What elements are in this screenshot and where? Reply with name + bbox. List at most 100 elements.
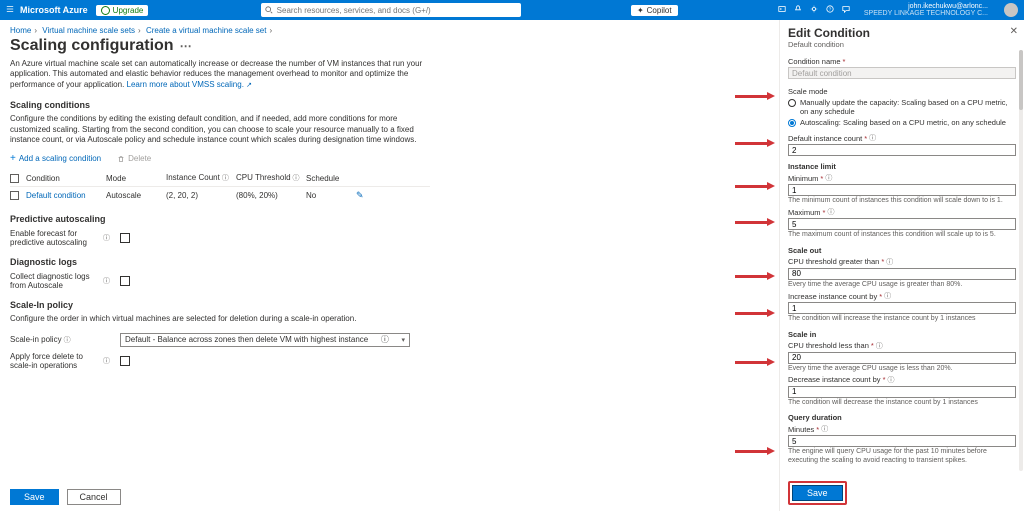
cpu-gt-label: CPU threshold greater than * ⓘ [788, 257, 1016, 267]
row-schedule: No [306, 191, 356, 200]
info-icon[interactable]: ⓘ [64, 335, 71, 345]
condition-name-label: Condition name * [788, 57, 1016, 66]
annotation-arrow [735, 309, 775, 317]
radio-icon [788, 119, 796, 127]
diagnostic-checkbox[interactable] [120, 276, 130, 286]
cpu-lt-input[interactable] [788, 352, 1016, 364]
search-wrap [261, 3, 521, 17]
annotation-arrow [735, 358, 775, 366]
radio-icon [788, 99, 796, 107]
scrollbar-thumb[interactable] [1019, 50, 1023, 110]
default-count-label: Default instance count * ⓘ [788, 133, 1016, 143]
left-pane: Home› Virtual machine scale sets› Create… [0, 20, 779, 511]
menu-icon[interactable] [6, 5, 14, 15]
more-icon[interactable]: ⋯ [180, 39, 192, 53]
add-condition-button[interactable]: +Add a scaling condition [10, 153, 101, 164]
col-schedule: Schedule [306, 174, 356, 183]
annotation-arrow [735, 182, 775, 190]
scalein-policy-label: Scale-in policy ⓘ [10, 335, 110, 345]
breadcrumb-vmss[interactable]: Virtual machine scale sets [42, 26, 135, 35]
panel-save-button[interactable]: Save [792, 485, 843, 501]
predictive-field: Enable forecast for predictive autoscali… [10, 229, 769, 247]
scrollbar[interactable] [1019, 50, 1023, 471]
inc-help: The condition will increase the instance… [788, 315, 1016, 323]
info-icon[interactable]: ⓘ [821, 424, 828, 434]
info-icon[interactable]: ⓘ [887, 375, 894, 385]
learn-more-link[interactable]: Learn more about VMSS scaling. ↗ [127, 80, 253, 89]
panel-subtitle: Default condition [788, 40, 1016, 49]
notifications-icon[interactable] [794, 5, 802, 15]
annotation-arrow [735, 272, 775, 280]
annotation-arrow [735, 218, 775, 226]
help-icon[interactable]: ? [826, 5, 834, 15]
col-cpu: CPU Thresholdⓘ [236, 173, 306, 183]
info-icon[interactable]: ⓘ [103, 233, 110, 243]
minutes-help: The engine will query CPU usage for the … [788, 448, 1016, 465]
scalein-desc: Configure the order in which virtual mac… [10, 314, 440, 324]
row-instances: (2, 20, 2) [166, 191, 236, 200]
inc-input[interactable] [788, 302, 1016, 314]
user-info[interactable]: john.ikechukwu@arlonc... SPEEDY LINKAGE … [864, 3, 988, 17]
col-instances: Instance Countⓘ [166, 173, 236, 183]
default-count-input[interactable] [788, 144, 1016, 156]
inc-label: Increase instance count by * ⓘ [788, 291, 1016, 301]
info-icon[interactable]: ⓘ [103, 276, 110, 286]
cpu-gt-input[interactable] [788, 268, 1016, 280]
info-icon[interactable]: ⓘ [884, 291, 891, 301]
radio-autoscale-label: Autoscaling: Scaling based on a CPU metr… [800, 118, 1006, 127]
feedback-icon[interactable] [842, 5, 850, 15]
instance-limit-label: Instance limit [788, 162, 1016, 171]
condition-link[interactable]: Default condition [26, 191, 106, 200]
close-icon[interactable]: ✕ [1010, 26, 1018, 37]
info-icon[interactable]: ⓘ [869, 133, 876, 143]
info-icon[interactable]: ⓘ [827, 207, 834, 217]
cpu-lt-label: CPU threshold less than * ⓘ [788, 341, 1016, 351]
radio-autoscale[interactable]: Autoscaling: Scaling based on a CPU metr… [788, 118, 1016, 127]
radio-manual[interactable]: Manually update the capacity: Scaling ba… [788, 98, 1016, 116]
scalein-policy-select[interactable]: Default - Balance across zones then dele… [120, 333, 410, 347]
copilot-button[interactable]: ✦ Copilot [631, 5, 678, 16]
diagnostic-label: Collect diagnostic logs from Autoscale ⓘ [10, 272, 110, 290]
copilot-label: Copilot [647, 6, 672, 15]
breadcrumb-home[interactable]: Home [10, 26, 31, 35]
cloud-shell-icon[interactable] [778, 5, 786, 15]
user-email: john.ikechukwu@arlonc... [908, 3, 988, 10]
dec-input[interactable] [788, 386, 1016, 398]
info-icon[interactable]: ⓘ [876, 341, 883, 351]
chevron-down-icon: ▾ [401, 336, 405, 344]
query-duration-label: Query duration [788, 413, 1016, 422]
dec-help: The condition will decrease the instance… [788, 399, 1016, 407]
cancel-button[interactable]: Cancel [67, 489, 121, 505]
info-icon[interactable]: ⓘ [293, 175, 300, 182]
maximum-label: Maximum * ⓘ [788, 207, 1016, 217]
info-icon[interactable]: ⓘ [825, 173, 832, 183]
breadcrumb-create[interactable]: Create a virtual machine scale set [146, 26, 267, 35]
scale-out-label: Scale out [788, 246, 1016, 255]
breadcrumb: Home› Virtual machine scale sets› Create… [10, 26, 769, 35]
brand-label: Microsoft Azure [20, 5, 88, 15]
minimum-input[interactable] [788, 184, 1016, 196]
settings-icon[interactable] [810, 5, 818, 15]
learn-more-text: Learn more about VMSS scaling. [127, 80, 244, 89]
row-mode: Autoscale [106, 191, 166, 200]
force-delete-checkbox[interactable] [120, 356, 130, 366]
select-all-checkbox[interactable] [10, 174, 19, 183]
minutes-input[interactable] [788, 435, 1016, 447]
info-icon[interactable]: ⓘ [886, 257, 893, 267]
avatar[interactable] [1004, 3, 1018, 17]
upgrade-button[interactable]: Upgrade [96, 5, 149, 16]
predictive-checkbox[interactable] [120, 233, 130, 243]
info-icon[interactable]: ⓘ [222, 175, 229, 182]
maximum-input[interactable] [788, 218, 1016, 230]
svg-text:?: ? [829, 7, 832, 13]
conditions-table: Condition Mode Instance Countⓘ CPU Thres… [10, 170, 430, 204]
info-icon: ⓘ [381, 334, 389, 345]
info-icon[interactable]: ⓘ [103, 356, 110, 366]
search-input[interactable] [261, 3, 521, 17]
upgrade-label: Upgrade [113, 6, 144, 15]
page-description: An Azure virtual machine scale set can a… [10, 59, 440, 90]
row-checkbox[interactable] [10, 191, 19, 200]
save-button[interactable]: Save [10, 489, 59, 505]
section-diagnostic: Diagnostic logs [10, 257, 769, 267]
edit-icon[interactable]: ✎ [356, 190, 372, 201]
